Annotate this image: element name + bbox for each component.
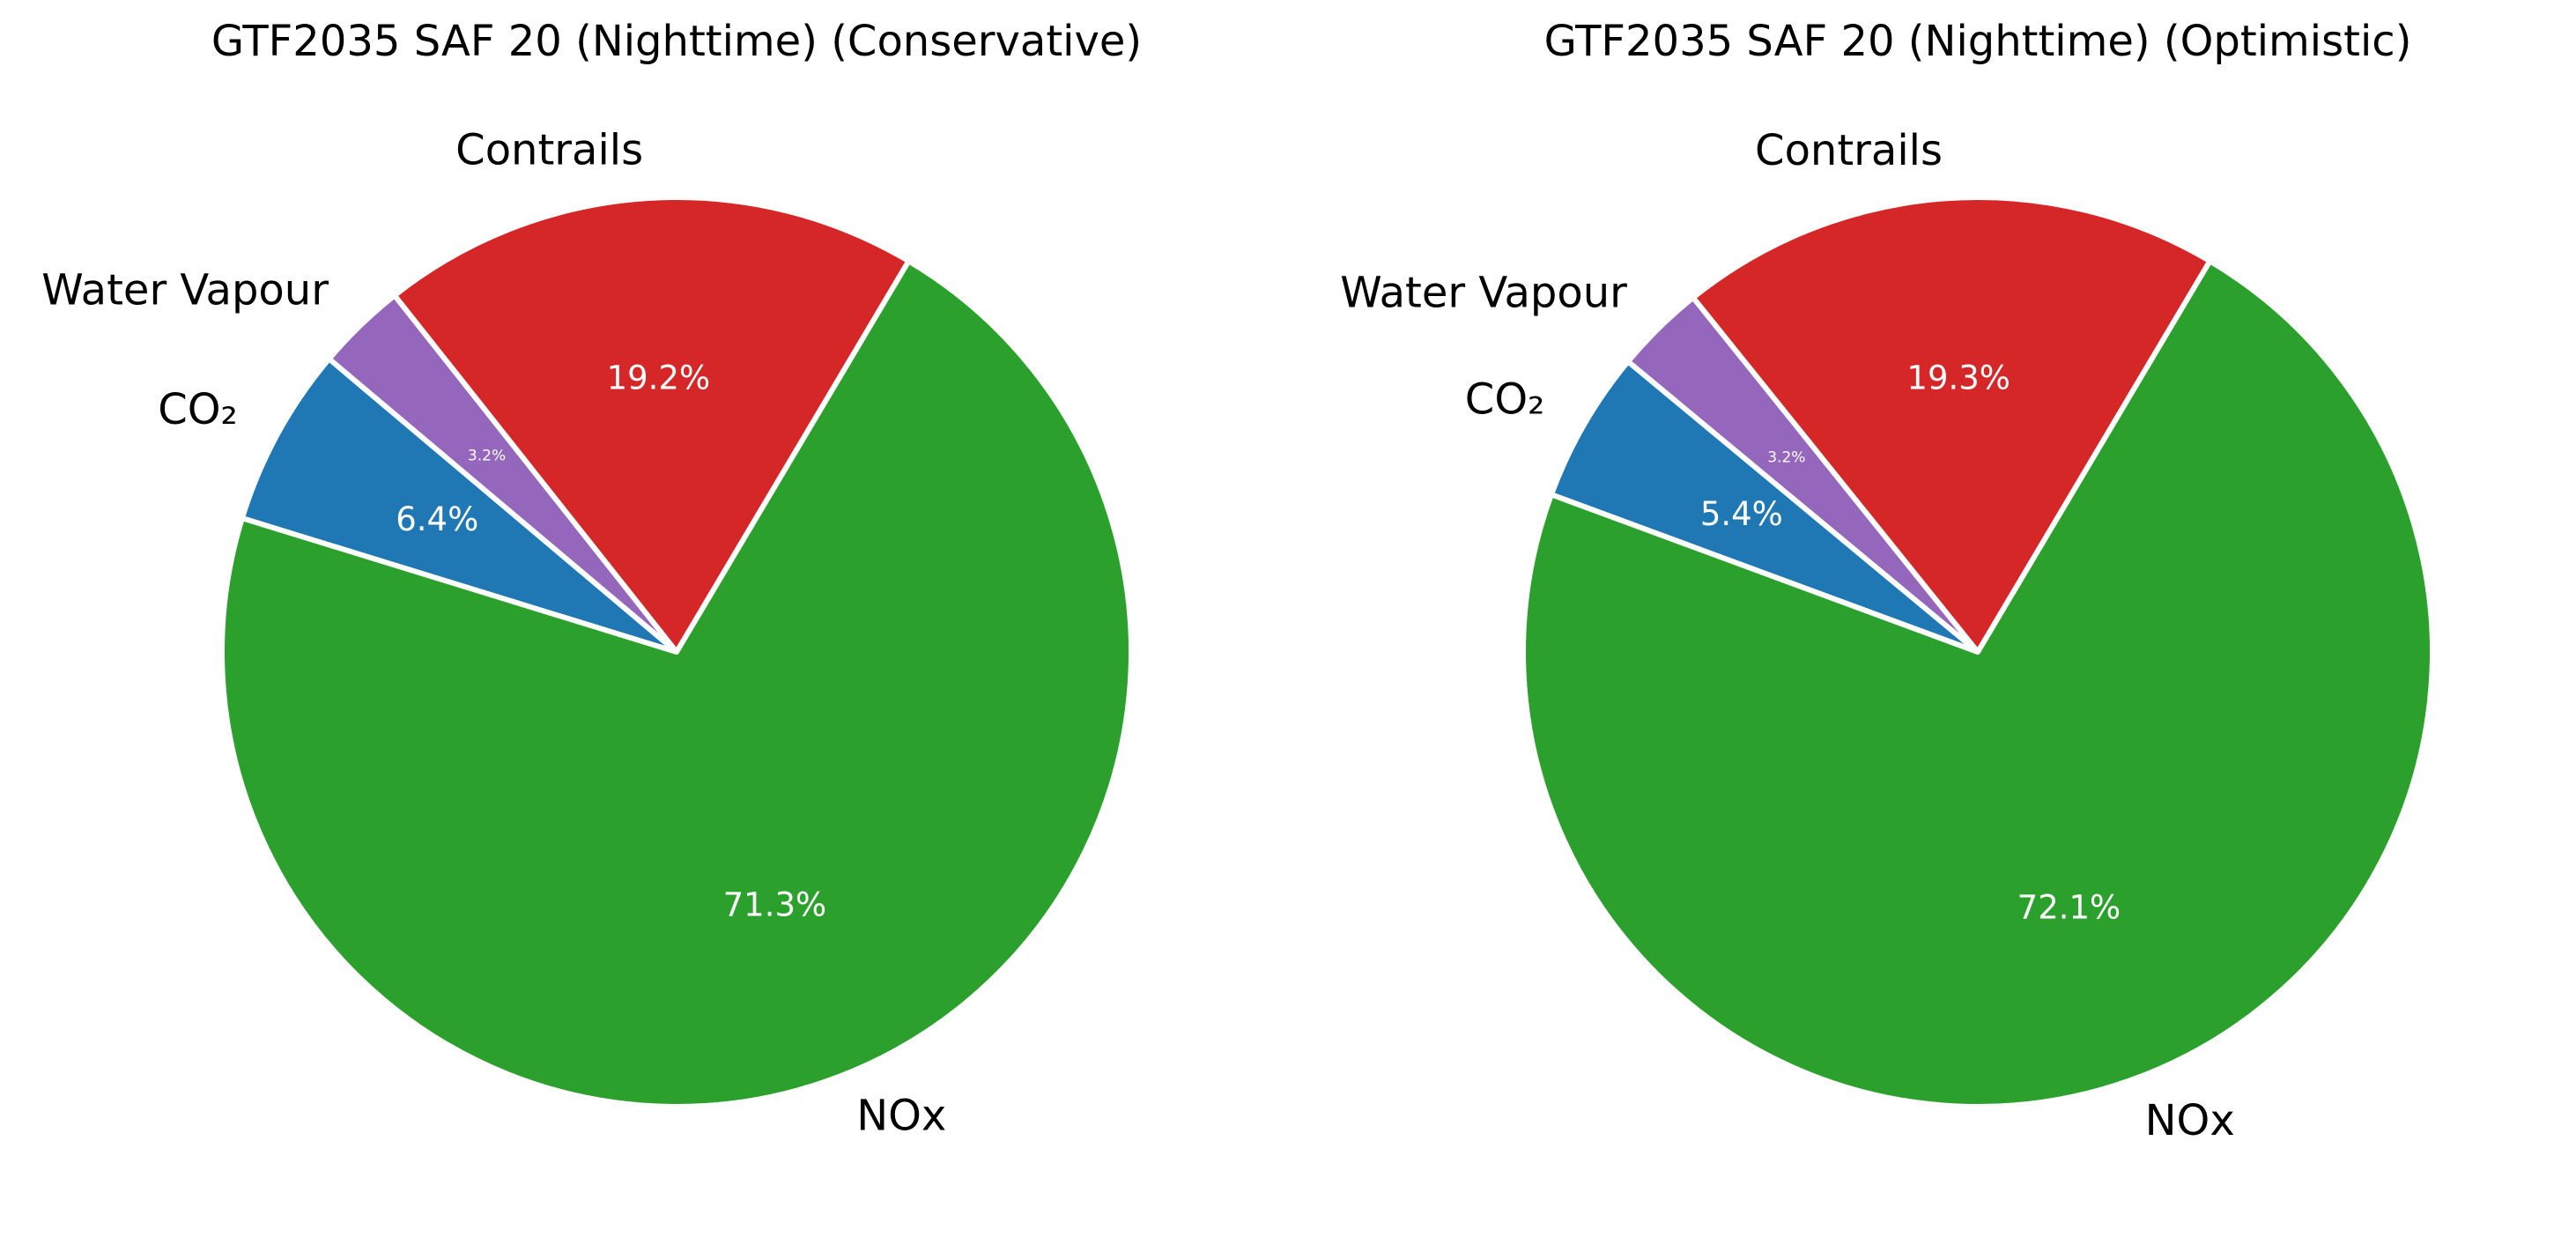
pie-slice (239, 356, 679, 655)
chart-title: GTF2035 SAF 20 (Nighttime) (Optimistic) (1544, 17, 2412, 66)
slice-label: Water Vapour (1340, 268, 1627, 317)
value-label: 71.3% (723, 885, 827, 923)
slice-label: Contrails (1755, 126, 1943, 175)
value-label: 5.4% (1700, 495, 1783, 533)
slice-label: Water Vapour (41, 265, 329, 315)
value-label: 72.1% (2017, 888, 2121, 926)
pie-slice (1690, 194, 2213, 655)
value-label: 3.2% (468, 448, 506, 465)
value-label: 19.3% (1906, 359, 2010, 397)
chart-title: GTF2035 SAF 20 (Nighttime) (Conservative… (211, 17, 1142, 66)
value-label: 3.2% (1767, 448, 1805, 466)
slice-label: CO₂ (1465, 374, 1545, 424)
pie-slice (1548, 359, 1980, 655)
slice-label: CO₂ (158, 385, 238, 434)
value-label: 19.2% (607, 359, 711, 397)
pie-slice (219, 258, 1134, 1109)
value-label: 6.4% (396, 500, 478, 538)
slice-label: Contrails (455, 126, 643, 175)
slice-label: NOx (856, 1092, 946, 1141)
pie-slice (1521, 258, 2435, 1109)
pie-slice (391, 195, 912, 655)
slice-label: NOx (2145, 1096, 2235, 1145)
